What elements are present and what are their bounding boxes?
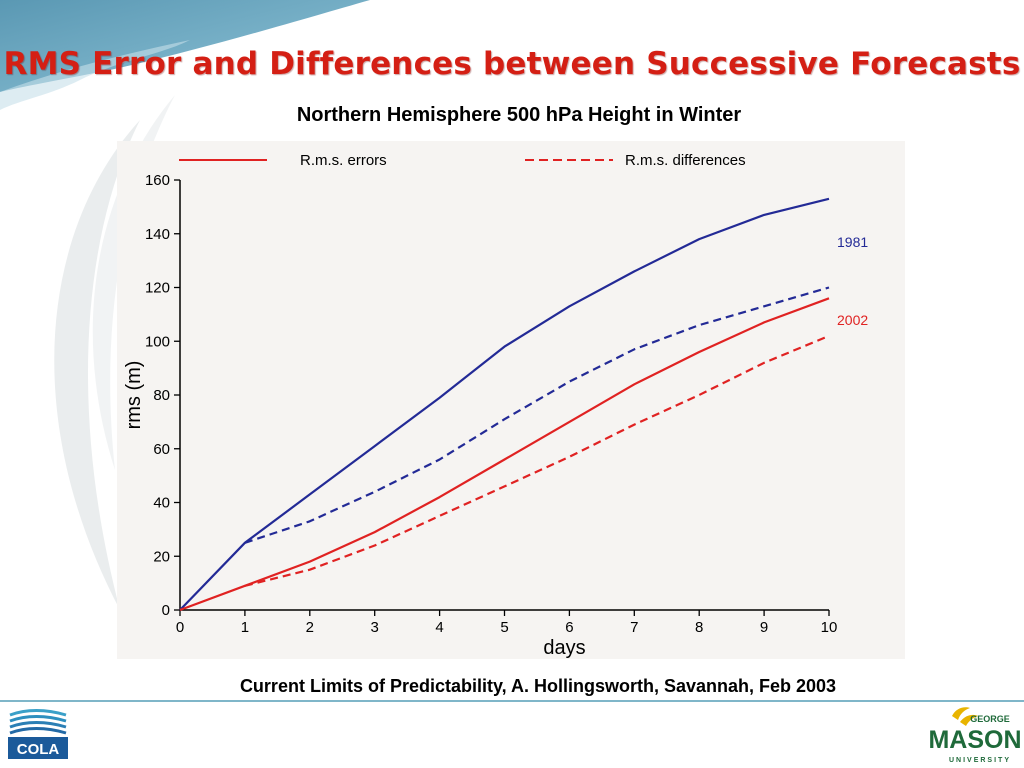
series-line-2002-errors	[179, 297, 830, 612]
slide-caption: Current Limits of Predictability, A. Hol…	[239, 676, 837, 696]
chart-panel: 0 1 2 3 4 5 6 7 8 9 10 0 20 40 60 80 100 120 140 160 days rms…	[117, 141, 905, 659]
y-tick-label: 120	[145, 280, 170, 297]
x-tick-label: 6	[565, 619, 573, 636]
y-axis-label: rms (m)	[123, 361, 145, 430]
x-tick-label: 8	[695, 619, 703, 636]
y-tick-label: 100	[145, 333, 170, 350]
chart-subtitle: Northern Hemisphere 500 hPa Height in Wi…	[296, 104, 742, 126]
slide-title: RMS Error and Differences between Succes…	[3, 46, 1021, 82]
y-tick-label: 40	[153, 495, 170, 512]
gmu-logo-top-text: GEORGE	[970, 714, 1010, 724]
x-tick-label: 7	[630, 619, 638, 636]
gmu-logo-bottom-text: UNIVERSITY	[949, 757, 1011, 764]
series-line-1981-differences	[244, 286, 830, 544]
x-tick-label: 3	[371, 619, 379, 636]
x-tick-label: 0	[176, 619, 184, 636]
x-tick-label: 4	[435, 619, 443, 636]
y-tick-label: 0	[162, 602, 170, 619]
legend-label: R.m.s. differences	[625, 152, 746, 169]
line-chart: 0 1 2 3 4 5 6 7 8 9 10020406080100120140160daysrms…	[123, 152, 868, 659]
x-tick-label: 9	[760, 619, 768, 636]
y-tick-label: 20	[153, 548, 170, 565]
series-line-2002-differences	[244, 334, 830, 587]
y-tick-label: 80	[153, 387, 170, 404]
george-mason-logo: GEORGE MASON UNIVERSITY	[930, 707, 1020, 764]
footer-divider	[0, 700, 1024, 702]
series-label-1981: 1981	[837, 234, 868, 250]
cola-logo-text: COLA	[17, 741, 60, 758]
y-tick-label: 160	[145, 172, 170, 189]
y-tick-label: 140	[145, 226, 170, 243]
cola-logo: COLA	[8, 709, 68, 759]
gmu-logo-main-text: MASON	[930, 726, 1020, 754]
x-tick-label: 1	[241, 619, 249, 636]
x-tick-label: 5	[500, 619, 508, 636]
x-axis-label: days	[543, 637, 585, 659]
x-tick-label: 10	[821, 619, 838, 636]
x-tick-label: 2	[306, 619, 314, 636]
y-tick-label: 60	[153, 441, 170, 458]
legend-label: R.m.s. errors	[300, 152, 387, 169]
series-line-1981-errors	[179, 197, 830, 611]
series-label-2002: 2002	[837, 312, 868, 328]
